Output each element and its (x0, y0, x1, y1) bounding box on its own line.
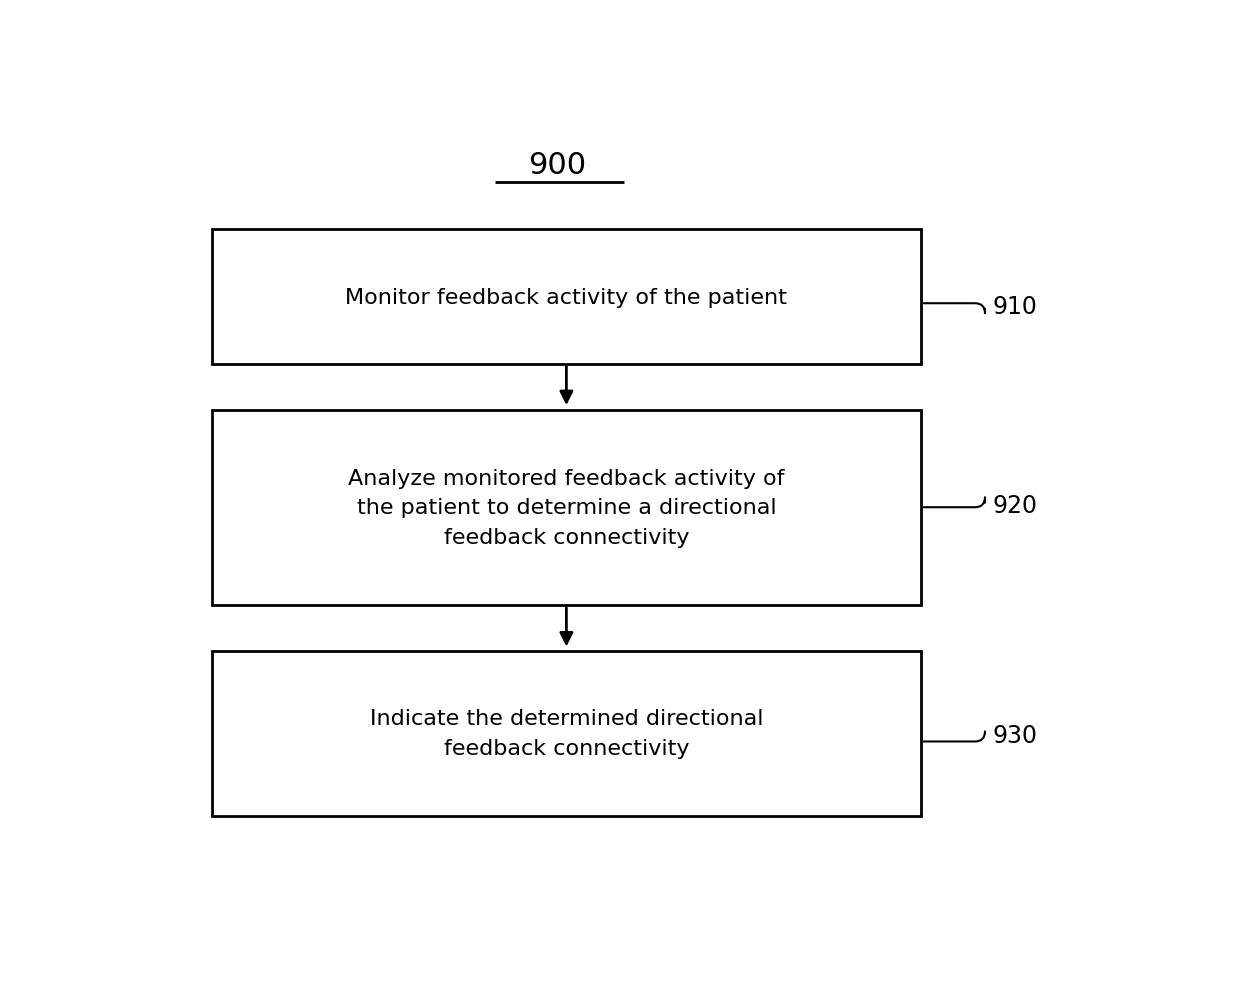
Text: Indicate the determined directional
feedback connectivity: Indicate the determined directional feed… (370, 709, 763, 758)
Bar (213, 231, 921, 364)
Bar (213, 651, 921, 816)
Text: Monitor feedback activity of the patient: Monitor feedback activity of the patient (345, 287, 787, 307)
Text: 930: 930 (993, 724, 1038, 747)
Text: Analyze monitored feedback activity of
the patient to determine a directional
fe: Analyze monitored feedback activity of t… (349, 468, 785, 548)
Bar (213, 411, 921, 605)
Text: 910: 910 (993, 295, 1037, 319)
Text: 920: 920 (993, 494, 1038, 518)
Text: 900: 900 (528, 151, 586, 180)
